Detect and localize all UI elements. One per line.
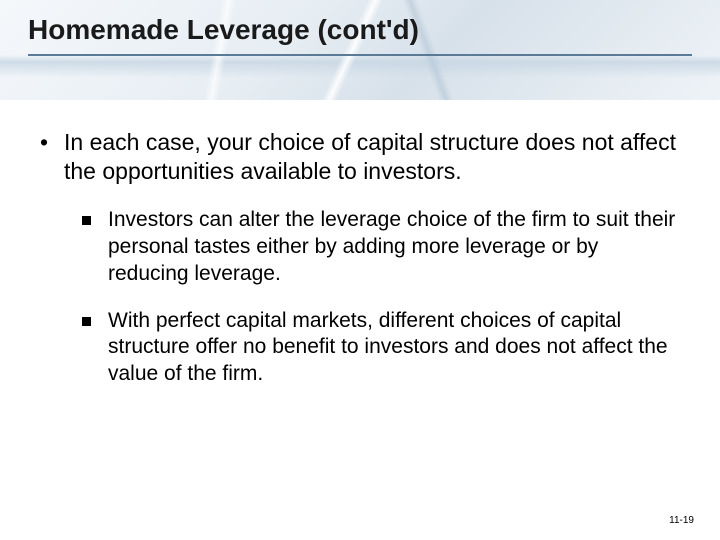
bullet-sub-1-text: Investors can alter the leverage choice …	[108, 208, 675, 285]
slide-title: Homemade Leverage (cont'd)	[28, 14, 692, 46]
bullet-sub-1: Investors can alter the leverage choice …	[82, 207, 684, 288]
slide-content: In each case, your choice of capital str…	[36, 128, 684, 410]
slide-title-container: Homemade Leverage (cont'd)	[28, 14, 692, 56]
bullet-sub-2: With perfect capital markets, different …	[82, 308, 684, 389]
bullet-list-level1: In each case, your choice of capital str…	[36, 128, 684, 388]
bullet-sub-2-text: With perfect capital markets, different …	[108, 309, 668, 386]
page-number: 11-19	[669, 515, 694, 526]
bullet-list-level2: Investors can alter the leverage choice …	[64, 207, 684, 388]
bullet-main: In each case, your choice of capital str…	[36, 128, 684, 388]
bullet-main-text: In each case, your choice of capital str…	[64, 129, 676, 184]
